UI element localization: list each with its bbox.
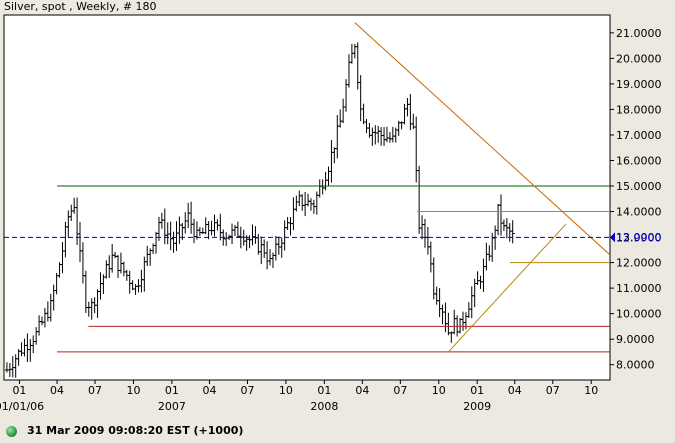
y-tick-label: 15.0000 [616,180,662,193]
y-tick-label: 10.0000 [616,308,662,321]
x-tick-label: 10 [279,384,293,397]
y-tick-label: 16.0000 [616,154,662,167]
y-tick-label: 11.0000 [616,282,662,295]
x-tick-label: 10 [126,384,140,397]
x-tick-label: 07 [240,384,254,397]
axes: 8.0000 9.0000 10.0000 11.0000 12.0000 13.0000… [0,27,662,413]
y-tick-label: 9.0000 [616,333,655,346]
x-tick-label: 10 [584,384,598,397]
x-tick-label: 10 [432,384,446,397]
y-tick-label: 13.0000 [616,231,662,244]
x-tick-label: 04 [202,384,216,397]
trend-line [354,22,611,256]
y-tick-label: 18.0000 [616,103,662,116]
year-label: 2008 [310,400,338,413]
annotation-lines [4,22,611,353]
x-tick-label: 04 [508,384,522,397]
last-price-label: 12.9900 [616,231,662,244]
y-tick-label: 20.0000 [616,52,662,65]
x-tick-label: 01 [317,384,331,397]
year-label: 01/01/06 [0,400,44,413]
x-tick-label: 01 [165,384,179,397]
x-tick-label: 07 [88,384,102,397]
chart-title: Silver, spot , Weekly, # 180 [4,0,157,13]
trend-line [448,223,567,353]
x-tick-label: 01 [470,384,484,397]
x-tick-label: 04 [355,384,369,397]
status-bar: 31 Mar 2009 09:08:20 EST (+1000) [0,420,675,443]
y-tick-label: 21.0000 [616,27,662,40]
connection-status-icon [6,426,17,437]
last-price-marker [610,232,615,243]
x-tick-label: 07 [393,384,407,397]
year-label: 2009 [463,400,491,413]
y-tick-label: 17.0000 [616,129,662,142]
y-tick-label: 14.0000 [616,206,662,219]
y-tick-label: 19.0000 [616,78,662,91]
silver-weekly-chart[interactable]: 8.0000 9.0000 10.0000 11.0000 12.0000 13.0000… [0,0,675,420]
status-timestamp: 31 Mar 2009 09:08:20 EST (+1000) [27,424,244,437]
x-tick-label: 07 [546,384,560,397]
year-label: 2007 [158,400,186,413]
plot-area [3,14,611,381]
y-tick-label: 12.0000 [616,257,662,270]
x-tick-label: 04 [50,384,64,397]
y-tick-label: 8.0000 [616,359,655,372]
x-tick-label: 01 [12,384,26,397]
